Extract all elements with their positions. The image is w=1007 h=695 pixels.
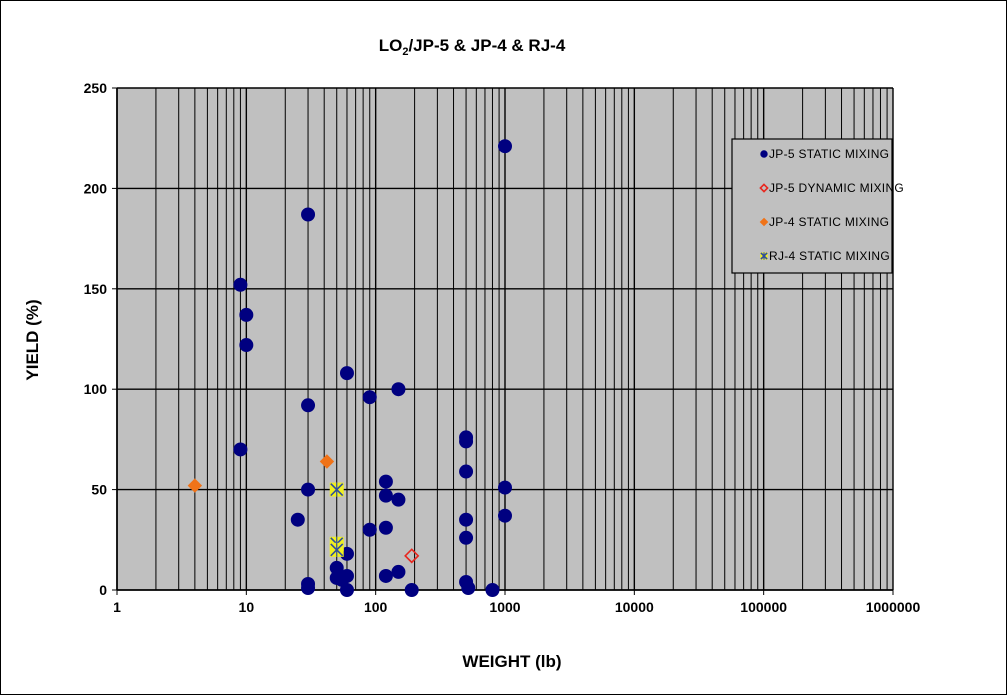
x-tick-label: 1000: [489, 599, 520, 615]
y-tick-label: 0: [99, 582, 107, 598]
legend-label: JP-4 STATIC MIXING: [769, 215, 889, 229]
series-1: [233, 139, 512, 597]
data-point: [459, 434, 474, 449]
y-tick-label: 50: [91, 482, 107, 498]
data-point: [485, 583, 500, 597]
series-4: [329, 482, 344, 557]
data-point: [378, 474, 393, 489]
chart-title: LO2/JP-5 & JP-4 & RJ-4: [379, 36, 566, 58]
y-axis-title: YIELD (%): [23, 299, 42, 380]
legend-label: RJ-4 STATIC MIXING: [769, 249, 890, 263]
data-point: [339, 366, 354, 381]
axis-ticks: 1 10 100 1000 10000 100000 1000000 0 50 100 150 200…: [84, 80, 921, 615]
data-point: [378, 568, 393, 583]
legend-label: JP-5 DYNAMIC MIXING: [769, 181, 904, 195]
series-2: [404, 548, 420, 564]
x-tick-label: 100: [364, 599, 388, 615]
data-point: [319, 454, 335, 469]
x-tick-label: 10000: [615, 599, 654, 615]
x-axis-title: WEIGHT (lb): [462, 652, 561, 671]
y-tick-label: 200: [84, 180, 108, 196]
legend-box: [731, 138, 893, 274]
x-tick-label: 1: [113, 599, 121, 615]
data-point: [498, 139, 512, 154]
data-point: [391, 564, 406, 579]
legend: JP-5 STATIC MIXING JP-5 DYNAMIC MIXING JP-…: [731, 138, 904, 274]
data-point: [239, 338, 254, 353]
data-point: [378, 520, 393, 535]
legend-marker: [760, 252, 768, 260]
y-tick-label: 100: [84, 381, 108, 397]
data-point: [459, 464, 474, 479]
data-point: [239, 307, 254, 322]
data-point: [498, 480, 512, 495]
data-point: [301, 580, 316, 595]
data-point: [339, 583, 354, 597]
legend-marker: [759, 217, 769, 227]
data-point: [301, 482, 316, 497]
data-point: [391, 382, 406, 397]
data-point: [290, 512, 305, 527]
data-point: [391, 492, 406, 507]
data-point: [498, 508, 512, 523]
data-point: [329, 542, 344, 557]
x-tick-label: 1000000: [866, 599, 921, 615]
data-point: [339, 568, 354, 583]
legend-label: JP-5 STATIC MIXING: [769, 147, 889, 161]
data-point: [301, 398, 316, 413]
chart-title-rest: /JP-5 & JP-4 & RJ-4: [408, 36, 565, 55]
data-point: [459, 512, 474, 527]
data-point: [459, 530, 474, 545]
series-3: [187, 454, 335, 493]
data-point: [362, 390, 377, 405]
chart-title-main: LO: [379, 36, 403, 55]
data-point: [233, 442, 248, 457]
data-point: [187, 478, 203, 493]
y-tick-label: 150: [84, 281, 108, 297]
data-point: [329, 482, 344, 497]
data-point: [461, 580, 476, 595]
data-point: [362, 522, 377, 537]
data-point: [378, 488, 393, 503]
legend-marker: [760, 150, 768, 158]
x-tick-label: 10: [239, 599, 255, 615]
legend-marker: [759, 183, 769, 193]
x-tick-label: 100000: [740, 599, 787, 615]
data-point: [233, 277, 248, 292]
chart-title-subscript: 2: [402, 46, 408, 58]
data-point: [301, 207, 316, 222]
data-points: [187, 139, 512, 597]
y-tick-label: 250: [84, 80, 108, 96]
data-point: [404, 548, 420, 564]
data-point: [404, 583, 419, 597]
